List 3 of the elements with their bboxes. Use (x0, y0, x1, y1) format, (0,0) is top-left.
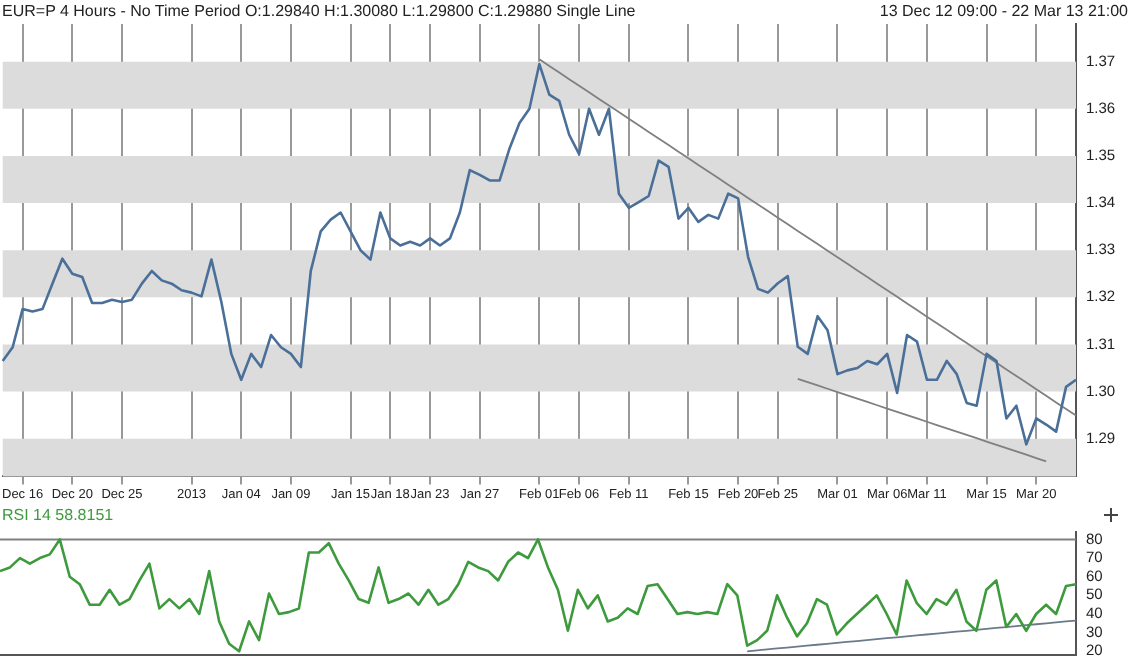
chart-title: RSI 14 58.8151 (2, 506, 114, 524)
chart-title: EUR=P 4 Hours - No Time Period O:1.29840 H:1.30080 L:1.29800 C:1.29880 Single Line (2, 2, 636, 20)
chart-subtitle: 13 Dec 12 09:00 - 22 Mar 13 21:00 (879, 2, 1128, 20)
